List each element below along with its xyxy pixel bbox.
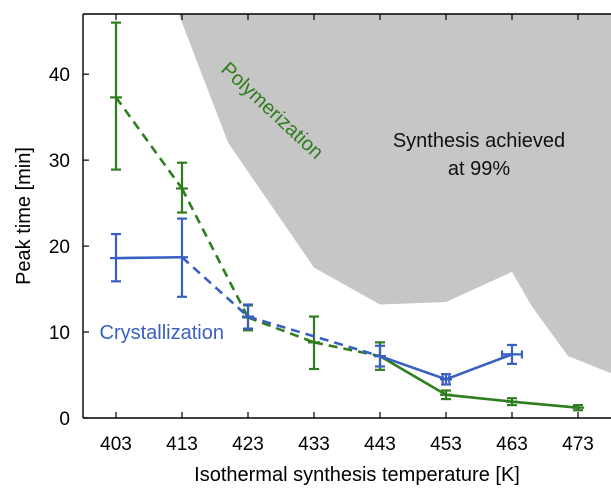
- shaded-region-label-line: at 99%: [448, 158, 510, 180]
- x-tick-label: 473: [562, 434, 594, 455]
- crystallization-label: Crystallization: [100, 322, 224, 344]
- y-tick-label: 10: [49, 323, 70, 344]
- x-tick-label: 433: [298, 434, 330, 455]
- y-axis-label: Peak time [min]: [13, 147, 35, 285]
- polymerization-segment: [379, 354, 447, 396]
- polymerization-segment: [511, 400, 579, 409]
- crystallization-segment: [379, 354, 447, 381]
- x-tick-label: 443: [364, 434, 396, 455]
- polymerization-segment: [247, 316, 315, 344]
- y-tick-label: 40: [49, 65, 70, 86]
- crystallization-segment: [445, 353, 513, 381]
- polymerization-segment: [313, 341, 381, 358]
- shaded-region-label: Synthesis achieved at 99%: [393, 130, 565, 180]
- crystallization-segment: [181, 256, 249, 318]
- axes: [82, 13, 611, 419]
- x-tick-label: 413: [166, 434, 198, 455]
- y-tick-label: 30: [49, 151, 70, 172]
- y-tick-label: 0: [59, 409, 70, 430]
- x-tick-label: 403: [100, 434, 132, 455]
- plot-area: [110, 14, 611, 412]
- x-tick-label: 463: [496, 434, 528, 455]
- polymerization-segment: [445, 393, 513, 403]
- polymerization-segment: [114, 96, 184, 190]
- crystallization-segment: [247, 315, 381, 358]
- y-tick-label: 20: [49, 237, 70, 258]
- polymerization-segment: [180, 187, 250, 319]
- shaded-region-label-line: Synthesis achieved: [393, 130, 565, 152]
- x-tick-label: 423: [232, 434, 264, 455]
- shaded-region: [178, 14, 611, 374]
- x-axis-label: Isothermal synthesis temperature [K]: [194, 464, 520, 486]
- crystallization-segment: [115, 255, 183, 260]
- x-tick-label: 453: [430, 434, 462, 455]
